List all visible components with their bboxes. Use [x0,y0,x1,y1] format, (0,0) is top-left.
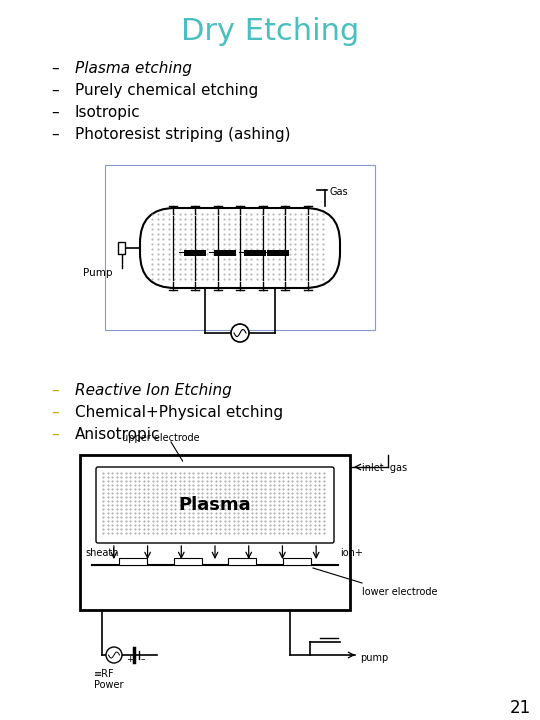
Text: Gas: Gas [330,187,349,197]
Text: –: – [51,83,59,97]
Text: Photoresist striping (ashing): Photoresist striping (ashing) [75,127,291,142]
Bar [118,242,125,254]
Bar [173,558,201,565]
Bar [80,455,350,610]
Text: Plasma: Plasma [179,496,251,514]
Bar [119,558,147,565]
Text: –: – [51,426,59,441]
Text: +: + [126,655,134,664]
Bar [214,250,236,256]
Bar [184,250,206,256]
Bar [244,250,266,256]
Text: ≡RF: ≡RF [94,669,114,679]
FancyBboxPatch shape [96,467,334,543]
Text: –: – [51,127,59,142]
Bar [267,250,289,256]
Bar [228,558,256,565]
Text: lower electrode: lower electrode [362,587,437,597]
Bar [283,558,311,565]
Bar [105,165,375,330]
Text: Chemical+Physical etching: Chemical+Physical etching [75,405,283,420]
Text: –: – [51,405,59,420]
Text: Isotropic: Isotropic [75,104,141,120]
Text: 21: 21 [509,699,531,717]
Text: inlet  gas: inlet gas [362,463,407,473]
Text: pump: pump [360,653,388,663]
Text: Power: Power [94,680,124,690]
Text: Anisotropic: Anisotropic [75,426,160,441]
Text: –: – [51,382,59,397]
Text: sheath: sheath [85,547,118,557]
Text: Dry Etching: Dry Etching [181,17,359,47]
FancyBboxPatch shape [140,208,340,288]
Text: –: – [141,655,145,664]
Text: Reactive Ion Etching: Reactive Ion Etching [75,382,232,397]
Text: ion+: ion+ [340,547,363,557]
Text: upper electrode: upper electrode [122,433,200,443]
Text: Purely chemical etching: Purely chemical etching [75,83,258,97]
Text: Pump: Pump [83,268,112,278]
Text: –: – [51,60,59,76]
Text: Plasma etching: Plasma etching [75,60,192,76]
Text: –: – [51,104,59,120]
Circle shape [106,647,122,663]
Circle shape [231,324,249,342]
